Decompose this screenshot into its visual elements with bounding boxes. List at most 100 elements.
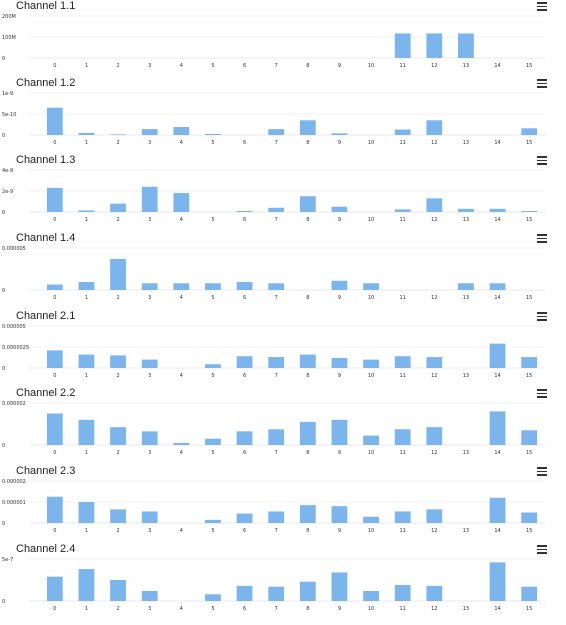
bar[interactable] (268, 129, 285, 135)
bar[interactable] (521, 357, 538, 368)
bar[interactable] (141, 359, 158, 368)
bar[interactable] (299, 196, 316, 212)
chart-menu-icon[interactable] (537, 156, 547, 165)
bar[interactable] (110, 258, 126, 290)
bar[interactable] (110, 509, 126, 523)
bar[interactable] (489, 411, 506, 445)
bar[interactable] (363, 283, 379, 290)
bar[interactable] (363, 590, 379, 601)
chart-menu-icon[interactable] (537, 79, 547, 88)
chart-menu-icon[interactable] (537, 234, 547, 243)
bar[interactable] (363, 359, 379, 368)
bar[interactable] (331, 206, 348, 212)
bar[interactable] (236, 431, 253, 445)
bar[interactable] (46, 413, 63, 446)
bar[interactable] (78, 282, 95, 290)
chart-menu-icon[interactable] (537, 545, 547, 554)
bar[interactable] (426, 357, 443, 368)
bar[interactable] (78, 502, 95, 523)
bar[interactable] (205, 519, 221, 523)
bar[interactable] (141, 511, 158, 523)
bar[interactable] (299, 505, 316, 523)
bar[interactable] (331, 419, 348, 445)
bar[interactable] (394, 585, 411, 601)
bar[interactable] (394, 511, 411, 523)
bar[interactable] (78, 569, 95, 601)
bar[interactable] (521, 512, 538, 524)
bar[interactable] (78, 132, 95, 135)
bar[interactable] (141, 129, 158, 135)
bar[interactable] (394, 356, 411, 368)
bar[interactable] (489, 208, 506, 212)
bar[interactable] (426, 120, 443, 135)
bar[interactable] (299, 421, 316, 445)
bar[interactable] (489, 343, 506, 368)
bar[interactable] (331, 506, 348, 523)
bar[interactable] (394, 209, 411, 212)
bar[interactable] (46, 496, 63, 523)
bar[interactable] (46, 187, 63, 212)
bar[interactable] (110, 427, 126, 445)
bar[interactable] (46, 284, 63, 290)
bar[interactable] (46, 576, 63, 601)
bar[interactable] (426, 33, 443, 58)
bar[interactable] (394, 129, 411, 135)
bar[interactable] (394, 429, 411, 445)
bar[interactable] (394, 33, 411, 58)
bar[interactable] (236, 282, 253, 290)
bar[interactable] (110, 355, 126, 368)
bar[interactable] (363, 435, 379, 445)
bar[interactable] (458, 283, 474, 290)
bar[interactable] (173, 442, 190, 445)
chart-menu-icon[interactable] (537, 467, 547, 476)
bar[interactable] (141, 283, 158, 290)
bar[interactable] (110, 580, 126, 601)
bar[interactable] (205, 364, 221, 368)
bar[interactable] (521, 430, 538, 445)
bar[interactable] (268, 207, 285, 212)
bar[interactable] (268, 283, 285, 290)
bar[interactable] (426, 427, 443, 445)
bar[interactable] (426, 198, 443, 212)
bar[interactable] (458, 33, 474, 58)
bar[interactable] (268, 586, 285, 601)
bar[interactable] (331, 280, 348, 290)
bar[interactable] (363, 516, 379, 523)
bar[interactable] (173, 283, 190, 290)
bar[interactable] (173, 127, 190, 135)
bar[interactable] (521, 128, 538, 135)
bar[interactable] (110, 203, 126, 212)
bar[interactable] (205, 283, 221, 290)
bar[interactable] (236, 356, 253, 368)
bar[interactable] (426, 509, 443, 523)
bar[interactable] (489, 497, 506, 523)
chart-menu-icon[interactable] (537, 312, 547, 321)
bar[interactable] (205, 594, 221, 601)
bar[interactable] (268, 429, 285, 445)
bar[interactable] (236, 513, 253, 523)
bar[interactable] (268, 357, 285, 368)
bar[interactable] (141, 590, 158, 601)
bar[interactable] (268, 511, 285, 523)
bar[interactable] (205, 133, 221, 135)
bar[interactable] (141, 431, 158, 445)
bar[interactable] (426, 585, 443, 601)
bar[interactable] (331, 357, 348, 368)
bar[interactable] (331, 133, 348, 135)
bar[interactable] (458, 208, 474, 212)
bar[interactable] (521, 586, 538, 601)
bar[interactable] (78, 354, 95, 368)
bar[interactable] (46, 107, 63, 135)
chart-menu-icon[interactable] (537, 2, 547, 11)
bar[interactable] (110, 134, 126, 135)
bar[interactable] (489, 283, 506, 290)
bar[interactable] (173, 193, 190, 212)
bar[interactable] (78, 419, 95, 445)
chart-menu-icon[interactable] (537, 389, 547, 398)
bar[interactable] (236, 210, 253, 212)
bar[interactable] (489, 562, 506, 601)
bar[interactable] (299, 354, 316, 368)
bar[interactable] (141, 186, 158, 212)
bar[interactable] (78, 210, 95, 212)
bar[interactable] (299, 581, 316, 601)
